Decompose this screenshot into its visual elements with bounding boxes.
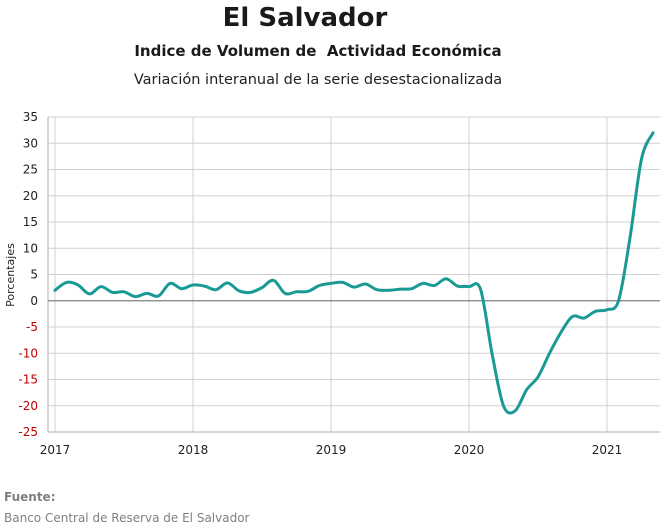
x-tick-label: 2018	[178, 443, 209, 457]
source-label: Fuente:	[4, 490, 56, 504]
chart-subtitle: Indice de Volumen de Actividad Económica	[134, 42, 502, 60]
x-axis-ticks: 2017 2018 2019 2020 2021	[40, 443, 623, 457]
chart-series	[53, 131, 655, 415]
y-tick-label: 20	[23, 189, 38, 203]
y-tick-label: -15	[18, 373, 38, 387]
chart-grid	[48, 116, 660, 433]
y-tick-label: 35	[23, 110, 38, 124]
chart-axes	[47, 117, 660, 433]
y-tick-label: 25	[23, 163, 38, 177]
x-tick-label: 2017	[40, 443, 71, 457]
y-axis-label: Porcentajes	[4, 243, 17, 307]
y-tick-label: -25	[18, 425, 38, 439]
x-tick-label: 2019	[316, 443, 347, 457]
y-tick-label: 5	[30, 268, 38, 282]
y-tick-label: 0	[30, 294, 38, 308]
y-tick-label: -10	[18, 346, 38, 360]
y-tick-label: 10	[23, 241, 38, 255]
chart-description: Variación interanual de la serie desesta…	[133, 72, 503, 88]
y-axis-ticks: 35 30 25 20 15 10 5 0 -5 -10 -15 -20 -25	[18, 110, 38, 439]
chart-title: El Salvador	[222, 3, 388, 33]
series-line	[53, 131, 655, 415]
x-tick-label: 2020	[454, 443, 485, 457]
source-text: Banco Central de Reserva de El Salvador	[4, 511, 250, 525]
y-tick-label: -5	[26, 320, 38, 334]
x-tick-label: 2021	[592, 443, 623, 457]
y-tick-label: 15	[23, 215, 38, 229]
y-tick-label: -20	[18, 399, 38, 413]
y-tick-label: 30	[23, 136, 38, 150]
